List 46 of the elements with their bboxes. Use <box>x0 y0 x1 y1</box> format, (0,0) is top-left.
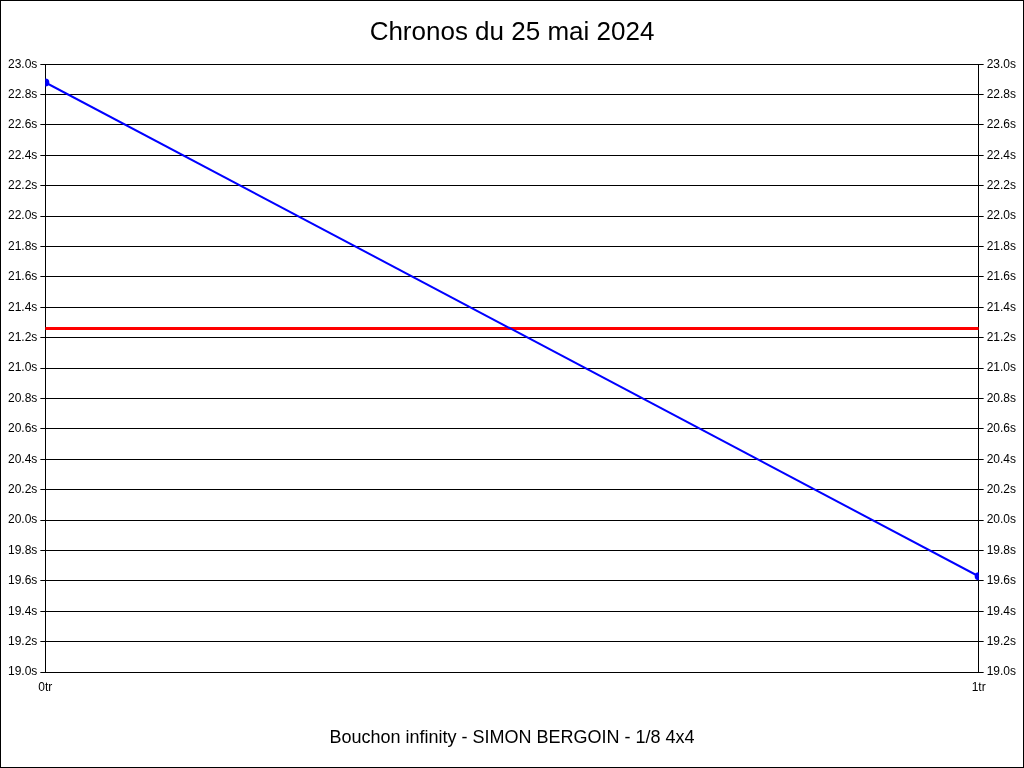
y2-tick-label: 19.8s <box>986 542 1016 557</box>
y2-tick-label: 23.0s <box>986 56 1016 71</box>
y-tick-label: 19.6s <box>8 573 38 588</box>
y-tick-label: 22.8s <box>8 86 38 101</box>
y2-tick-label: 20.6s <box>986 421 1016 436</box>
y2-tick-label: 22.0s <box>986 208 1016 223</box>
y2-tick-label: 21.0s <box>986 360 1016 375</box>
y-tick-label: 21.4s <box>8 299 38 314</box>
y2-tick-label: 20.0s <box>986 512 1016 527</box>
y2-tick-label: 19.6s <box>986 573 1016 588</box>
y-tick-label: 22.6s <box>8 117 38 132</box>
y2-tick-label: 20.4s <box>986 451 1016 466</box>
y-tick-label: 19.8s <box>8 542 38 557</box>
y-tick-label: 20.6s <box>8 421 38 436</box>
y2-tick-label: 19.0s <box>986 664 1016 679</box>
y2-tick-label: 20.8s <box>986 390 1016 405</box>
y2-tick-label: 19.2s <box>986 633 1016 648</box>
y2-tick-label: 22.2s <box>986 178 1016 193</box>
y-tick-label: 20.4s <box>8 451 38 466</box>
y2-tick-label: 21.4s <box>986 299 1016 314</box>
y-tick-label: 19.2s <box>8 633 38 648</box>
y2-tick-label: 19.4s <box>986 603 1016 618</box>
x-tick-label: 0tr <box>38 679 53 694</box>
y-tick-label: 21.8s <box>8 238 38 253</box>
x-tick-label: 1tr <box>971 679 986 694</box>
y-tick-label: 20.2s <box>8 481 38 496</box>
y-tick-label: 22.4s <box>8 147 38 162</box>
y-tick-label: 21.0s <box>8 360 38 375</box>
y2-tick-label: 20.2s <box>986 481 1016 496</box>
y-tick-label: 20.8s <box>8 390 38 405</box>
y-tick-label: 22.0s <box>8 208 38 223</box>
y-tick-label: 22.2s <box>8 178 38 193</box>
x-axis-title: Bouchon infinity - SIMON BERGOIN - 1/8 4x4 <box>329 727 695 748</box>
chart-title: Chronos du 25 mai 2024 <box>369 15 655 46</box>
y2-tick-label: 22.4s <box>986 147 1016 162</box>
y-tick-label: 20.0s <box>8 512 38 527</box>
y-tick-label: 21.2s <box>8 330 38 345</box>
y-tick-label: 19.0s <box>8 664 38 679</box>
y2-tick-label: 21.2s <box>986 330 1016 345</box>
y2-tick-label: 22.6s <box>986 117 1016 132</box>
y-tick-label: 23.0s <box>8 56 38 71</box>
y-tick-label: 21.6s <box>8 269 38 284</box>
y2-tick-label: 21.8s <box>986 238 1016 253</box>
y-tick-label: 19.4s <box>8 603 38 618</box>
y2-tick-label: 22.8s <box>986 86 1016 101</box>
y2-tick-label: 21.6s <box>986 269 1016 284</box>
